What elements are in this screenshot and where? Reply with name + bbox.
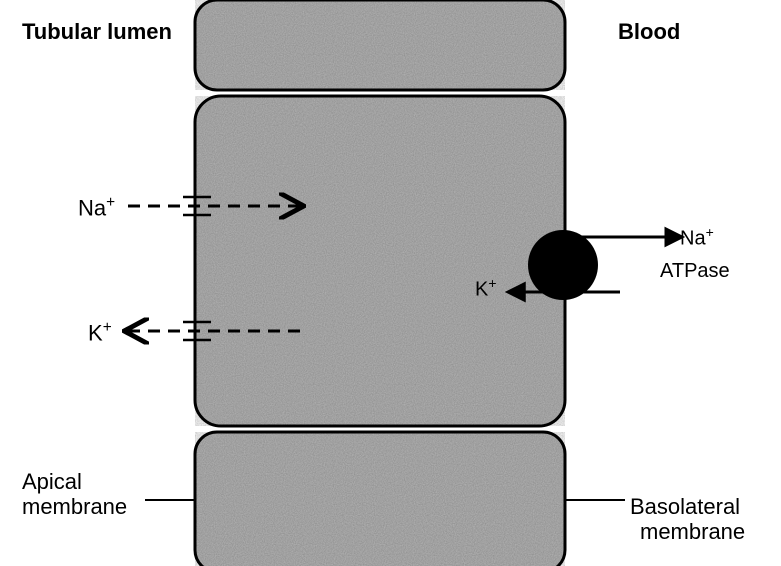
label-na-left: Na+ [78,195,115,221]
label-k-mid: K+ [475,276,497,301]
label-basolateral-1: Basolateral [630,495,740,519]
label-k-left: K+ [88,320,112,346]
diagram-svg [0,0,781,566]
label-tubular-lumen: Tubular lumen [22,20,172,44]
atpase-pump [528,230,598,300]
label-apical-2: membrane [22,495,127,519]
label-basolateral-2: membrane [640,520,745,544]
diagram-canvas: Tubular lumen Blood Na+ K+ Na+ ATPase K+… [0,0,781,566]
label-atpase: ATPase [660,260,730,282]
cells-group [195,0,565,566]
label-blood: Blood [618,20,680,44]
label-na-right: Na+ [680,225,714,250]
label-apical-1: Apical [22,470,82,494]
